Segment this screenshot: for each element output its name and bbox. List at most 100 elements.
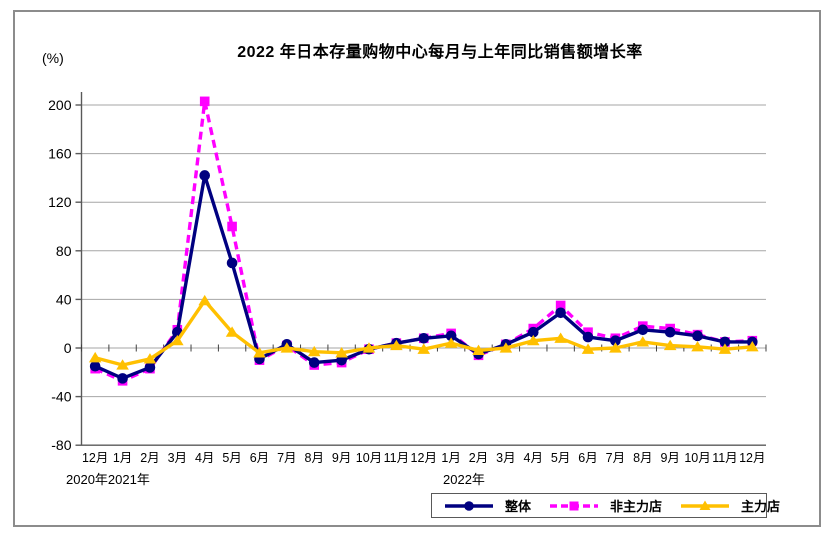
data-point [390, 339, 403, 351]
data-point [664, 326, 676, 338]
legend-label-anchor-store: 主力店 [741, 499, 781, 514]
x-tick-label: 5月 [551, 451, 570, 465]
x-tick-label: 4月 [195, 451, 214, 465]
legend-item-anchor-store: 主力店 [680, 496, 780, 515]
y-tick-label: 80 [56, 243, 72, 259]
data-point [308, 357, 320, 368]
legend-marker [464, 500, 474, 511]
x-tick-label: 6月 [578, 451, 597, 465]
data-point [526, 334, 540, 346]
y-tick-label: 40 [56, 291, 72, 307]
x-tick-label: 10月 [356, 451, 382, 465]
x-tick-label: 12月 [82, 451, 108, 465]
data-point [199, 170, 211, 181]
data-point [88, 351, 102, 363]
data-point [227, 221, 237, 232]
x-tick-label: 7月 [277, 451, 296, 465]
data-point [554, 332, 567, 343]
x-tick-label: 3月 [168, 451, 187, 465]
x-tick-label: 1月 [441, 451, 460, 465]
x-axis-year-label-2022: 2022年 [443, 472, 485, 487]
data-point [89, 360, 101, 372]
legend-label-non-anchor-store: 非主力店 [610, 499, 663, 514]
y-tick-label: 120 [48, 194, 72, 210]
x-tick-label: 2月 [140, 451, 159, 465]
chart-legend: 整体 非主力店 主力店 [431, 493, 780, 518]
x-tick-label: 4月 [524, 451, 543, 465]
data-point [499, 342, 513, 353]
x-tick-label: 3月 [496, 451, 515, 465]
data-point [198, 294, 212, 306]
data-point [609, 342, 622, 353]
data-point [307, 345, 321, 357]
data-point [445, 330, 457, 342]
legend-item-overall: 整体 [444, 496, 531, 515]
legend-line-sample-anchor-store [681, 500, 730, 510]
x-tick-label: 11月 [712, 451, 737, 465]
data-point [418, 332, 430, 344]
series-line [94, 298, 753, 367]
y-tick-label: 0 [64, 340, 72, 356]
data-point [555, 300, 566, 311]
y-tick-label: 160 [48, 146, 72, 162]
data-point [527, 326, 539, 338]
data-point [719, 336, 731, 348]
x-tick-label: 12月 [739, 451, 765, 465]
y-axis-unit-label: (%) [42, 50, 64, 66]
y-axis-labels: 200 160 120 80 40 0 -40 -80 [48, 97, 82, 453]
data-point [746, 340, 759, 352]
x-tick-label: 1月 [113, 451, 132, 465]
data-point [444, 337, 458, 348]
y-tick-label: -80 [51, 437, 71, 453]
x-tick-label: 6月 [250, 451, 269, 465]
data-point [637, 324, 649, 336]
data-point [225, 326, 239, 337]
data-point [116, 359, 129, 370]
data-point [663, 339, 677, 351]
data-point [143, 353, 157, 364]
legend-label-overall: 整体 [505, 499, 532, 514]
legend-line-sample-non-anchor-store [550, 501, 599, 510]
x-tick-label: 12月 [411, 451, 437, 465]
data-point [692, 330, 703, 342]
data-point [472, 344, 485, 356]
data-point [691, 340, 704, 352]
data-point [280, 342, 294, 353]
x-tick-label: 2月 [469, 451, 488, 465]
legend-marker [699, 500, 711, 510]
legend-marker [569, 501, 579, 510]
data-point [171, 334, 184, 346]
x-tick-label: 5月 [222, 451, 241, 465]
x-axis-labels: 12月 1月 2月 3月 4月 5月 6月 7月 8月 9月 10月 11月 12月 1月 2月 3月 4月 5月… [82, 451, 766, 465]
x-tick-label: 8月 [305, 451, 324, 465]
data-point [117, 373, 128, 384]
data-point [199, 96, 210, 107]
data-point [581, 343, 595, 354]
data-point [555, 307, 566, 319]
x-tick-label: 10月 [684, 451, 710, 465]
x-tick-label: 7月 [606, 451, 625, 465]
data-point [226, 257, 238, 269]
data-point [636, 336, 650, 347]
series-主力店 [88, 294, 759, 370]
x-tick-label: 8月 [633, 451, 652, 465]
data-point [610, 335, 621, 347]
x-tick-label: 9月 [660, 451, 679, 465]
data-point [718, 343, 732, 354]
y-tick-label: 200 [48, 97, 72, 113]
data-point [336, 354, 347, 366]
data-point [582, 331, 594, 343]
data-point [417, 343, 431, 354]
data-point [335, 347, 348, 358]
legend-line-sample-overall [445, 500, 493, 511]
y-tick-label: -40 [51, 389, 71, 405]
data-point [144, 362, 156, 373]
x-tick-label: 9月 [332, 451, 351, 465]
x-tick-label: 11月 [384, 451, 409, 465]
legend-item-non-anchor-store: 非主力店 [549, 496, 662, 515]
chart-title: 2022 年日本存量购物中心每月与上年同比销售额增长率 [237, 44, 643, 61]
data-point [362, 342, 376, 353]
x-axis-year-label-2020-2021: 2020年2021年 [66, 472, 150, 487]
